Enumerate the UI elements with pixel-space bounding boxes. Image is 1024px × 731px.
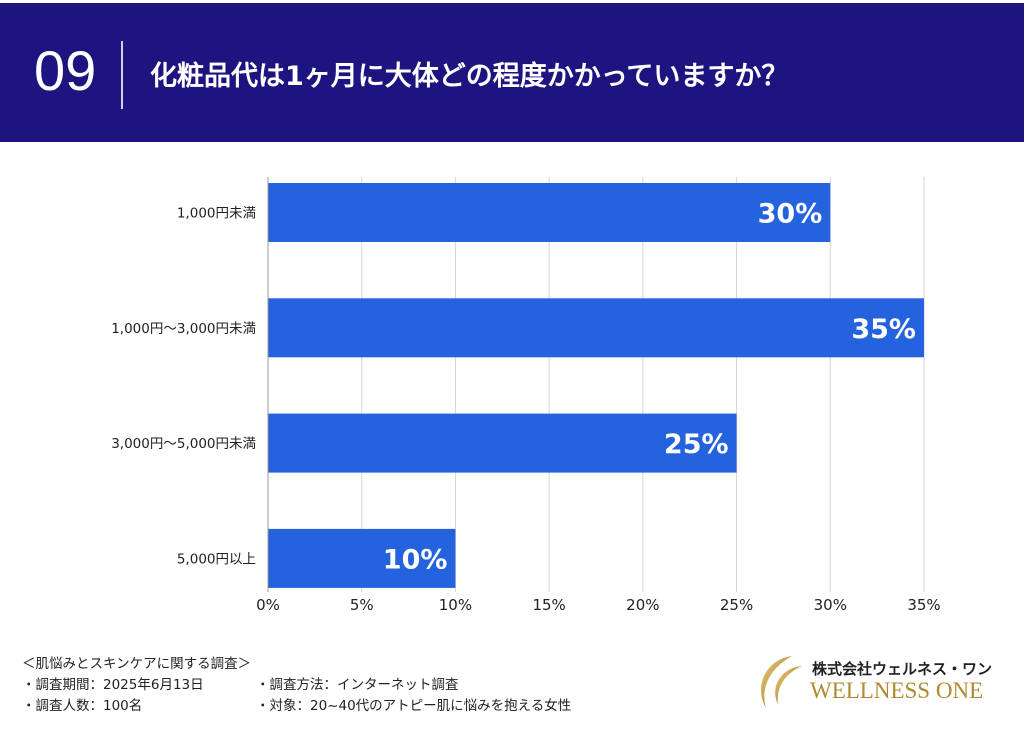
survey-method: ・調査方法：インターネット調査 [256,677,459,693]
question-number: 09 [34,39,97,102]
data-label: 10% [383,544,448,575]
divider [121,41,123,109]
data-label: 30% [758,199,823,230]
x-tick-label: 30% [814,596,847,614]
category-label: 5,000円以上 [177,551,256,567]
survey-title: ＜肌悩みとスキンケアに関する調査＞ [22,656,252,672]
x-tick-label: 10% [439,596,472,614]
category-label: 3,000円〜5,000円未満 [111,436,256,452]
x-tick-label: 5% [350,596,374,614]
survey-count: ・調査人数：100名 [22,698,143,714]
data-label: 35% [851,314,916,345]
company-name-jp: 株式会社ウェルネス・ワン [812,660,993,678]
logo-mark-icon [761,656,802,708]
company-logo: 株式会社ウェルネス・ワン WELLNESS ONE [752,652,992,712]
x-tick-label: 20% [626,596,659,614]
company-name-en: WELLNESS ONE [810,678,984,703]
x-tick-label: 0% [256,596,280,614]
x-tick-label: 35% [907,596,940,614]
bar [268,298,924,358]
category-label: 1,000円未満 [177,206,256,222]
bar [268,183,831,242]
question-title: 化粧品代は1ヶ月に大体どの程度かかっていますか？ [150,61,789,92]
bar [268,413,737,473]
data-label: 25% [664,429,729,460]
x-tick-label: 15% [532,596,565,614]
bar [268,528,456,588]
survey-period: ・調査期間：2025年6月13日 [22,677,204,693]
x-tick-label: 25% [720,596,753,614]
bar-chart: 0% 5% 10% 15% 20% 25% 30% 35% 1,000円未満 30% 1,000円〜… [111,177,941,614]
header-banner: 09 化粧品代は1ヶ月に大体どの程度かかっていますか？ [0,3,1024,142]
category-label: 1,000円〜3,000円未満 [111,321,256,337]
survey-target: ・対象：20~40代のアトピー肌に悩みを抱える女性 [256,698,572,714]
